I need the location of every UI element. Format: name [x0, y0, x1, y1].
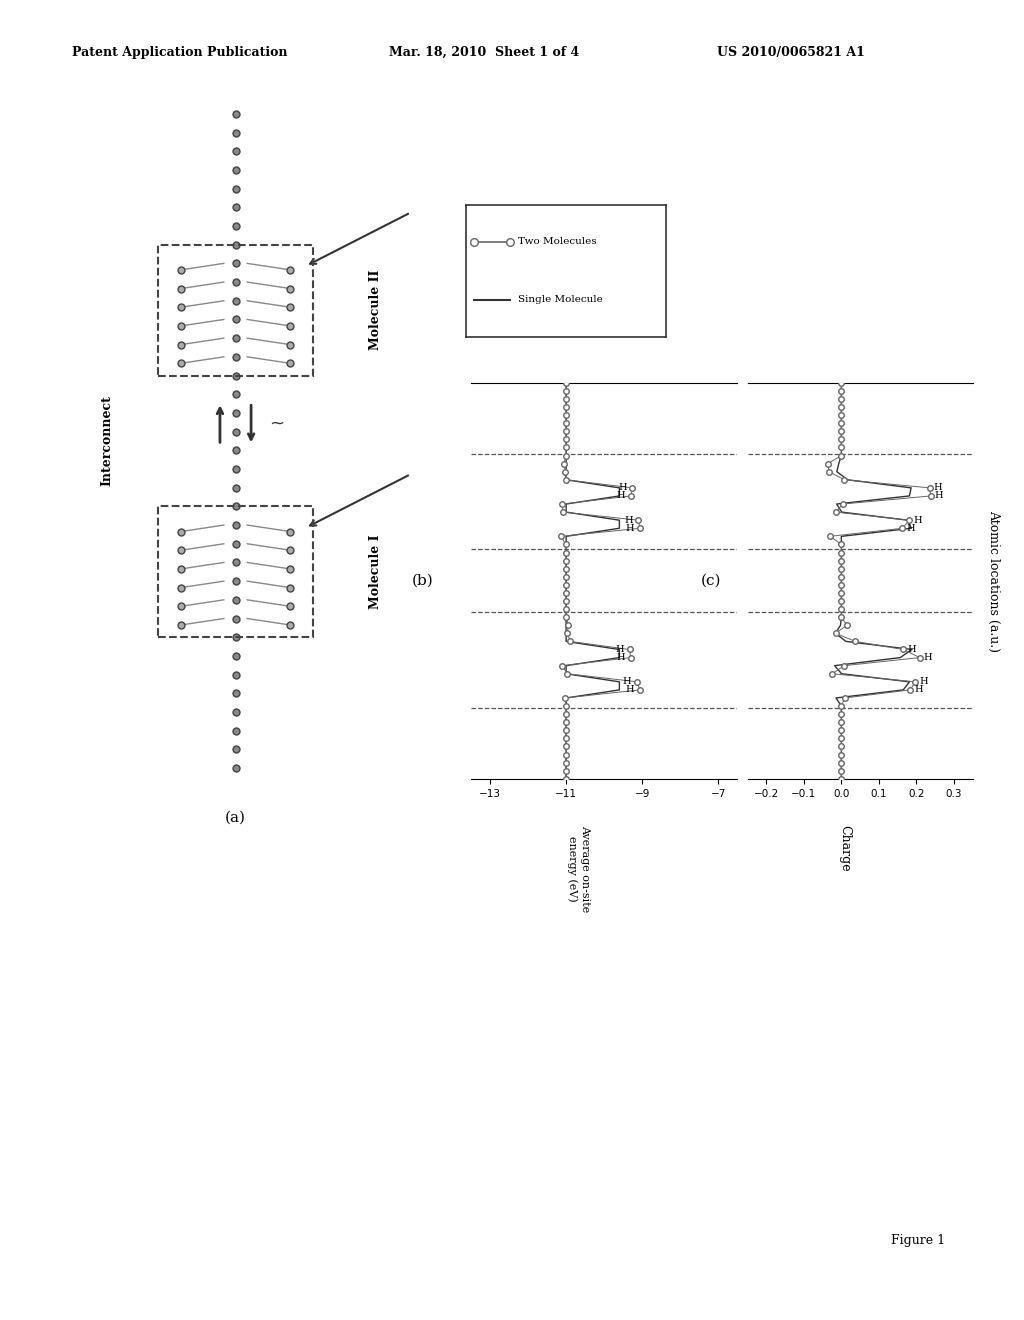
Text: ~: ~	[268, 414, 284, 433]
Text: US 2010/0065821 A1: US 2010/0065821 A1	[717, 46, 864, 59]
Text: H: H	[623, 677, 632, 686]
Text: Average on-site
energy (eV): Average on-site energy (eV)	[567, 825, 590, 912]
Text: (b): (b)	[412, 574, 433, 587]
Text: (c): (c)	[700, 574, 721, 587]
Text: H: H	[906, 524, 914, 533]
Text: Mar. 18, 2010  Sheet 1 of 4: Mar. 18, 2010 Sheet 1 of 4	[389, 46, 580, 59]
Text: H: H	[913, 516, 922, 524]
Text: Molecule I: Molecule I	[369, 535, 382, 609]
Text: H: H	[934, 483, 942, 492]
Text: Figure 1: Figure 1	[891, 1234, 945, 1247]
Text: Interconnect: Interconnect	[100, 396, 114, 486]
Text: Molecule II: Molecule II	[369, 269, 382, 350]
Text: Two Molecules: Two Molecules	[518, 238, 596, 246]
Text: H: H	[615, 645, 624, 653]
Text: H: H	[616, 653, 625, 663]
Text: Single Molecule: Single Molecule	[518, 296, 602, 304]
Text: H: H	[934, 491, 943, 500]
Text: H: H	[924, 653, 932, 663]
Text: H: H	[919, 677, 928, 686]
Text: H: H	[616, 491, 626, 500]
Text: Atomic locations (a.u.): Atomic locations (a.u.)	[987, 510, 999, 652]
Text: H: H	[907, 645, 915, 653]
Text: H: H	[618, 483, 627, 492]
Text: Charge: Charge	[839, 825, 851, 871]
Text: (a): (a)	[225, 810, 246, 825]
Text: H: H	[914, 685, 923, 694]
Text: H: H	[626, 524, 634, 533]
Text: Patent Application Publication: Patent Application Publication	[72, 46, 287, 59]
Text: H: H	[626, 685, 634, 694]
Text: H: H	[624, 516, 633, 524]
